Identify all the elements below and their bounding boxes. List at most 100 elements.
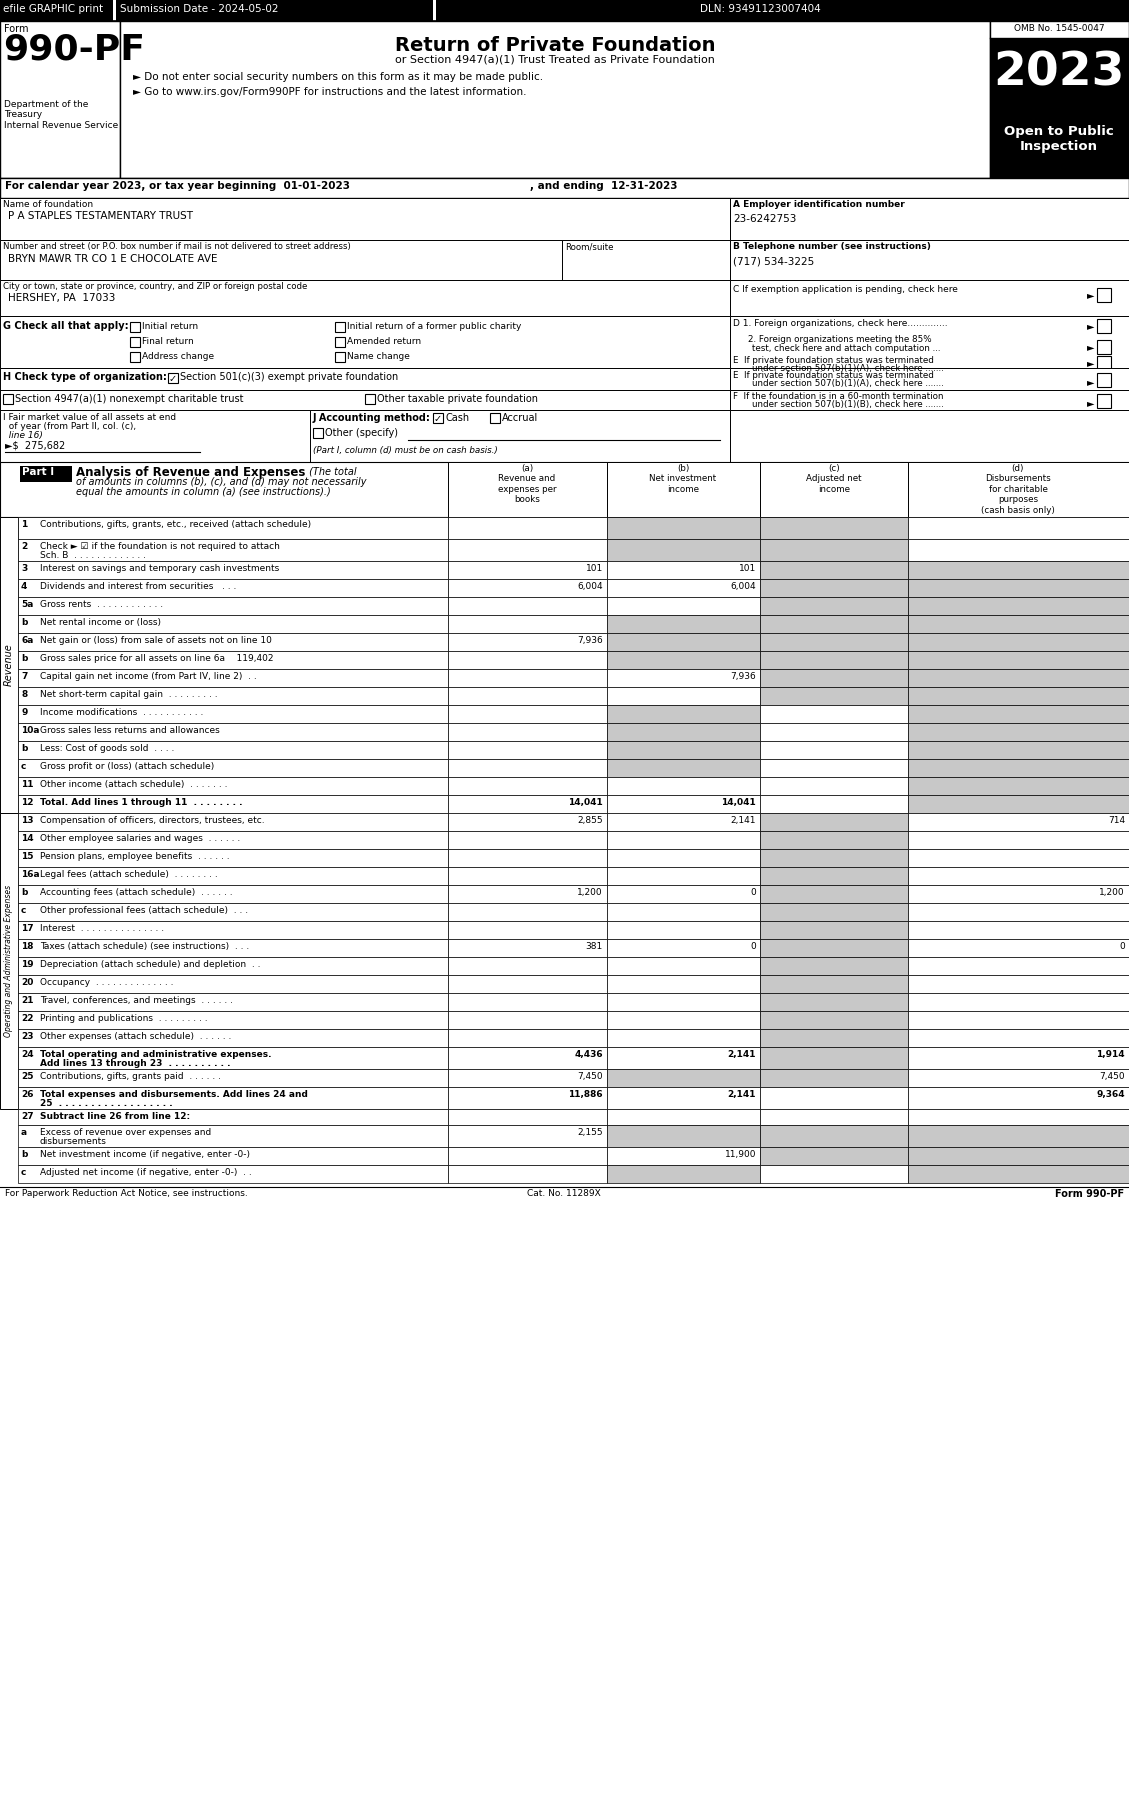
Bar	[908, 687, 1129, 705]
Text: test, check here and attach computation ...: test, check here and attach computation …	[752, 343, 940, 352]
Text: 3: 3	[21, 565, 27, 574]
Bar	[448, 1046, 607, 1070]
Bar	[448, 1126, 607, 1147]
Bar	[607, 957, 760, 975]
Bar	[760, 885, 908, 903]
Bar	[0, 22, 120, 178]
Text: 1,200: 1,200	[1100, 888, 1124, 897]
Bar	[760, 1165, 908, 1183]
Text: 101: 101	[586, 565, 603, 574]
Bar	[607, 1070, 760, 1088]
Bar	[0, 198, 730, 239]
Text: HERSHEY, PA  17033: HERSHEY, PA 17033	[8, 293, 115, 304]
Bar	[607, 615, 760, 633]
Bar	[730, 239, 1129, 280]
Text: 381: 381	[586, 942, 603, 951]
Bar	[18, 849, 448, 867]
Text: Gross sales price for all assets on line 6a    119,402: Gross sales price for all assets on line…	[40, 654, 273, 663]
Bar	[607, 651, 760, 669]
Bar	[448, 518, 607, 539]
Bar	[908, 903, 1129, 921]
Bar	[607, 921, 760, 939]
Bar	[607, 992, 760, 1010]
Bar	[607, 1028, 760, 1046]
Text: Form: Form	[5, 23, 28, 34]
Text: 26: 26	[21, 1090, 34, 1099]
Text: 6,004: 6,004	[730, 583, 756, 592]
Text: Pension plans, employee benefits  . . . . . .: Pension plans, employee benefits . . . .…	[40, 852, 229, 861]
Bar	[908, 1109, 1129, 1126]
Text: 1,914: 1,914	[1096, 1050, 1124, 1059]
Bar	[908, 723, 1129, 741]
Bar	[113, 0, 116, 22]
Text: Interest on savings and temporary cash investments: Interest on savings and temporary cash i…	[40, 565, 279, 574]
Bar	[1097, 356, 1111, 370]
Text: Occupancy  . . . . . . . . . . . . . .: Occupancy . . . . . . . . . . . . . .	[40, 978, 174, 987]
Bar	[448, 867, 607, 885]
Bar	[607, 1010, 760, 1028]
Bar	[908, 741, 1129, 759]
Bar	[18, 992, 448, 1010]
Bar	[760, 1028, 908, 1046]
Bar	[760, 867, 908, 885]
Bar	[760, 462, 908, 518]
Bar	[908, 518, 1129, 539]
Text: Other (specify): Other (specify)	[325, 428, 399, 439]
Text: Adjusted net income (if negative, enter -0-)  . .: Adjusted net income (if negative, enter …	[40, 1169, 252, 1178]
Bar	[130, 336, 140, 347]
Bar	[760, 903, 908, 921]
Text: DLN: 93491123007404: DLN: 93491123007404	[700, 4, 821, 14]
Text: Other professional fees (attach schedule)  . . .: Other professional fees (attach schedule…	[40, 906, 248, 915]
Text: 2,141: 2,141	[727, 1090, 756, 1099]
Text: c: c	[21, 906, 26, 915]
Bar	[18, 1126, 448, 1147]
Bar	[607, 975, 760, 992]
Text: E  If private foundation status was terminated: E If private foundation status was termi…	[733, 370, 934, 379]
Bar	[18, 1147, 448, 1165]
Text: BRYN MAWR TR CO 1 E CHOCOLATE AVE: BRYN MAWR TR CO 1 E CHOCOLATE AVE	[8, 254, 218, 264]
Bar	[448, 885, 607, 903]
Bar	[908, 867, 1129, 885]
Bar	[908, 813, 1129, 831]
Text: Accrual: Accrual	[502, 414, 539, 423]
Text: Interest  . . . . . . . . . . . . . . .: Interest . . . . . . . . . . . . . . .	[40, 924, 164, 933]
Bar	[1097, 318, 1111, 333]
Text: or Section 4947(a)(1) Trust Treated as Private Foundation: or Section 4947(a)(1) Trust Treated as P…	[395, 56, 715, 65]
Bar	[0, 410, 310, 462]
Bar	[908, 539, 1129, 561]
Text: Capital gain net income (from Part IV, line 2)  . .: Capital gain net income (from Part IV, l…	[40, 672, 256, 681]
Bar	[908, 759, 1129, 777]
Text: Initial return of a former public charity: Initial return of a former public charit…	[347, 322, 522, 331]
Text: a: a	[21, 1127, 27, 1136]
Bar	[908, 615, 1129, 633]
Bar	[760, 759, 908, 777]
Text: 27: 27	[21, 1111, 34, 1120]
Text: under section 507(b)(1)(A), check here .......: under section 507(b)(1)(A), check here .…	[752, 379, 944, 388]
Bar	[730, 369, 1129, 390]
Bar	[448, 1088, 607, 1109]
Text: 10a: 10a	[21, 726, 40, 735]
Bar	[908, 651, 1129, 669]
Text: ►: ►	[1087, 358, 1094, 369]
Bar	[448, 462, 607, 518]
Text: 11,900: 11,900	[725, 1151, 756, 1160]
Bar	[18, 651, 448, 669]
Text: 1,200: 1,200	[577, 888, 603, 897]
Text: Printing and publications  . . . . . . . . .: Printing and publications . . . . . . . …	[40, 1014, 208, 1023]
Bar	[908, 921, 1129, 939]
Bar	[607, 903, 760, 921]
Text: b: b	[21, 619, 27, 628]
Text: 16a: 16a	[21, 870, 40, 879]
Bar	[448, 669, 607, 687]
Bar	[607, 939, 760, 957]
Text: Cash: Cash	[445, 414, 470, 423]
Text: 4: 4	[21, 583, 27, 592]
Text: ►: ►	[1087, 378, 1094, 387]
Text: 9,364: 9,364	[1096, 1090, 1124, 1099]
Text: disbursements: disbursements	[40, 1136, 107, 1145]
Text: equal the amounts in column (a) (see instructions).): equal the amounts in column (a) (see ins…	[76, 487, 331, 496]
Bar	[1097, 288, 1111, 302]
Text: Total operating and administrative expenses.: Total operating and administrative expen…	[40, 1050, 271, 1059]
Bar	[607, 885, 760, 903]
Text: OMB No. 1545-0047: OMB No. 1545-0047	[1014, 23, 1104, 32]
